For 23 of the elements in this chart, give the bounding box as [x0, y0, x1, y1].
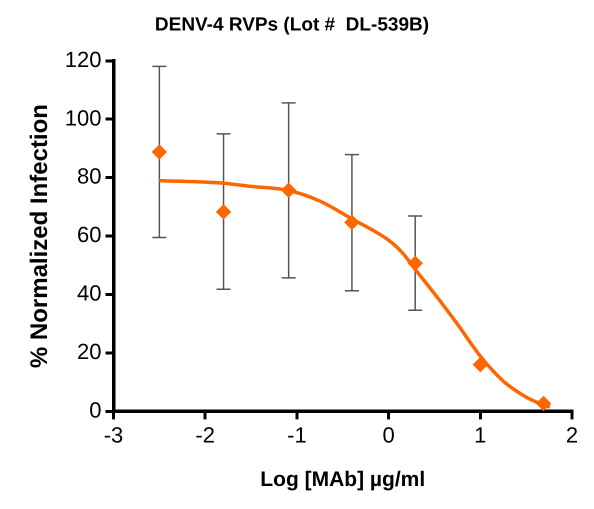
point [344, 214, 360, 230]
point [472, 357, 488, 372]
y-axis-title: % Normalized Infection [26, 104, 54, 368]
y-tick-label: 120 [64, 46, 102, 72]
x-tick-label: 1 [474, 422, 486, 448]
x-tick-label: -3 [104, 422, 124, 448]
x-axis-title: Log [MAb] µg/ml [260, 468, 426, 492]
point [216, 204, 232, 220]
y-tick-label: 60 [77, 222, 102, 248]
x-tick-label: 0 [382, 422, 395, 448]
y-tick-label: 40 [77, 280, 102, 306]
y-tick-label: 20 [77, 339, 102, 364]
y-tick-label: 80 [77, 164, 102, 189]
y-tick-label: 100 [64, 105, 102, 130]
point [152, 144, 167, 160]
point [408, 256, 423, 271]
x-tick-label: -2 [195, 422, 215, 448]
x-tick-label: -1 [287, 422, 307, 448]
chart-title: DENV-4 RVPs (Lot # DL-539B) [154, 14, 430, 36]
point [281, 182, 296, 198]
y-tick-label: 0 [89, 397, 102, 422]
x-tick-label: 2 [566, 422, 578, 448]
point [536, 396, 552, 412]
